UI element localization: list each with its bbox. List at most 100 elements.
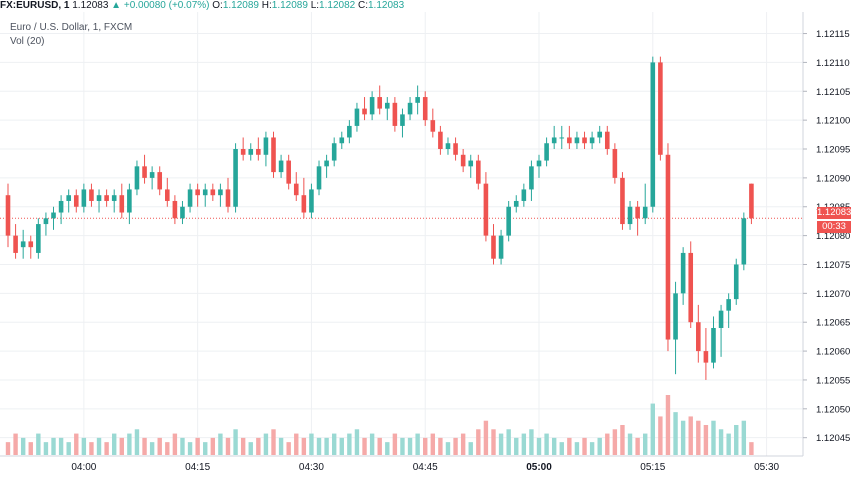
volume-bar (172, 433, 178, 455)
volume-bar (286, 442, 291, 455)
candle-body (286, 160, 291, 184)
volume-bar (415, 433, 420, 455)
candle-body (81, 189, 87, 207)
candle-body (36, 224, 41, 253)
volume-bar (665, 395, 671, 455)
candle-body (680, 252, 686, 294)
x-tick-label: 04:15 (185, 462, 210, 473)
volume-bar (324, 437, 329, 455)
candle-body (658, 62, 663, 155)
close-value: 1.12083 (367, 0, 405, 11)
candle-body (233, 149, 238, 207)
volume-bar (112, 433, 117, 455)
volume-bar (316, 437, 322, 455)
series-title[interactable]: Euro / U.S. Dollar, 1, FXCM (10, 22, 133, 33)
candle-body (225, 189, 231, 207)
candle-body (240, 149, 246, 155)
volume-bar (157, 437, 162, 455)
candle-body (430, 120, 436, 132)
price-axis[interactable]: 1.12115 1.12110 1.12105 1.12100 1.12095 1.120… (803, 29, 850, 444)
volume-bar (66, 442, 71, 455)
volume-bar (498, 433, 504, 455)
volume-bar (741, 420, 747, 455)
y-tick-label: 1.12070 (816, 289, 850, 300)
volume-bar (491, 429, 496, 455)
x-tick-label: 04:30 (299, 462, 324, 473)
volume-bar (195, 437, 200, 455)
low-value: 1.12082 (319, 0, 356, 11)
candle-body (696, 322, 701, 352)
candle-body (324, 160, 329, 167)
candle-body (612, 149, 618, 178)
volume-bar (248, 442, 253, 455)
candle-body (536, 160, 542, 167)
volume-bar (233, 429, 238, 455)
candle-body (468, 160, 474, 167)
volume-bar (5, 442, 11, 455)
candle-body (43, 218, 49, 225)
y-tick-label: 1.12045 (816, 433, 850, 444)
volume-bar (476, 429, 481, 455)
candle-body (491, 235, 496, 259)
candle-body (460, 154, 466, 167)
candle-body (620, 177, 625, 225)
candle-body (400, 114, 405, 126)
volume-bar (506, 429, 511, 455)
candle-body (551, 137, 557, 144)
volume-bar (521, 433, 527, 455)
volume-bar (423, 437, 428, 455)
volume-bar (749, 442, 754, 455)
volume-bar (392, 433, 398, 455)
candle-body (711, 327, 716, 363)
volume-bar (673, 412, 678, 455)
low-label: L: (310, 0, 320, 11)
symbol-name[interactable]: FX:EURUSD, 1 (0, 0, 70, 11)
volume-bar (354, 429, 360, 455)
time-axis[interactable]: 04:0004:1504:3004:4505:0005:1505:3005:45… (71, 462, 852, 473)
candle-body (180, 206, 185, 219)
volume-bar (377, 437, 382, 455)
volume-bar (582, 437, 587, 455)
y-tick-label: 1.12115 (816, 29, 850, 40)
high-value: 1.12089 (271, 0, 308, 11)
last-price: 1.12083 (72, 0, 109, 11)
volume-bar (203, 442, 208, 455)
candle-body (339, 137, 345, 144)
y-tick-label: 1.12105 (816, 87, 850, 98)
candle-body (248, 149, 254, 155)
candle-body (544, 143, 549, 161)
volume-bar (650, 403, 655, 455)
volume-bar (559, 442, 564, 455)
volume-bar (309, 433, 314, 455)
candle-body (157, 172, 163, 190)
candle-body (529, 166, 534, 190)
candle-body (513, 200, 519, 207)
candle-body (642, 206, 648, 219)
candle-body (384, 102, 390, 109)
y-tick-label: 1.12075 (816, 260, 850, 271)
volume-bar (726, 433, 731, 455)
volume-bar (43, 442, 49, 455)
candle-body (256, 149, 261, 155)
y-tick-label: 1.12110 (816, 58, 850, 69)
volume-bar (51, 437, 56, 455)
candle-body (309, 189, 314, 213)
candle-body (627, 206, 633, 225)
volume-bar (430, 433, 436, 455)
volume-indicator-label[interactable]: Vol (20) (10, 36, 45, 47)
volume-bar (597, 437, 602, 455)
volume-bar (339, 437, 344, 455)
y-tick-label: 1.12095 (816, 145, 850, 156)
volume-bar (347, 433, 352, 455)
candle-body (574, 137, 580, 144)
volume-bar (180, 437, 185, 455)
candle-body (210, 189, 216, 196)
candle-body (673, 293, 678, 340)
candle-body (271, 137, 276, 173)
candle-body (589, 137, 595, 144)
volume-bar (119, 437, 124, 455)
candle-body (301, 195, 307, 213)
volume-bar (127, 433, 132, 455)
volume-bar (703, 425, 709, 455)
